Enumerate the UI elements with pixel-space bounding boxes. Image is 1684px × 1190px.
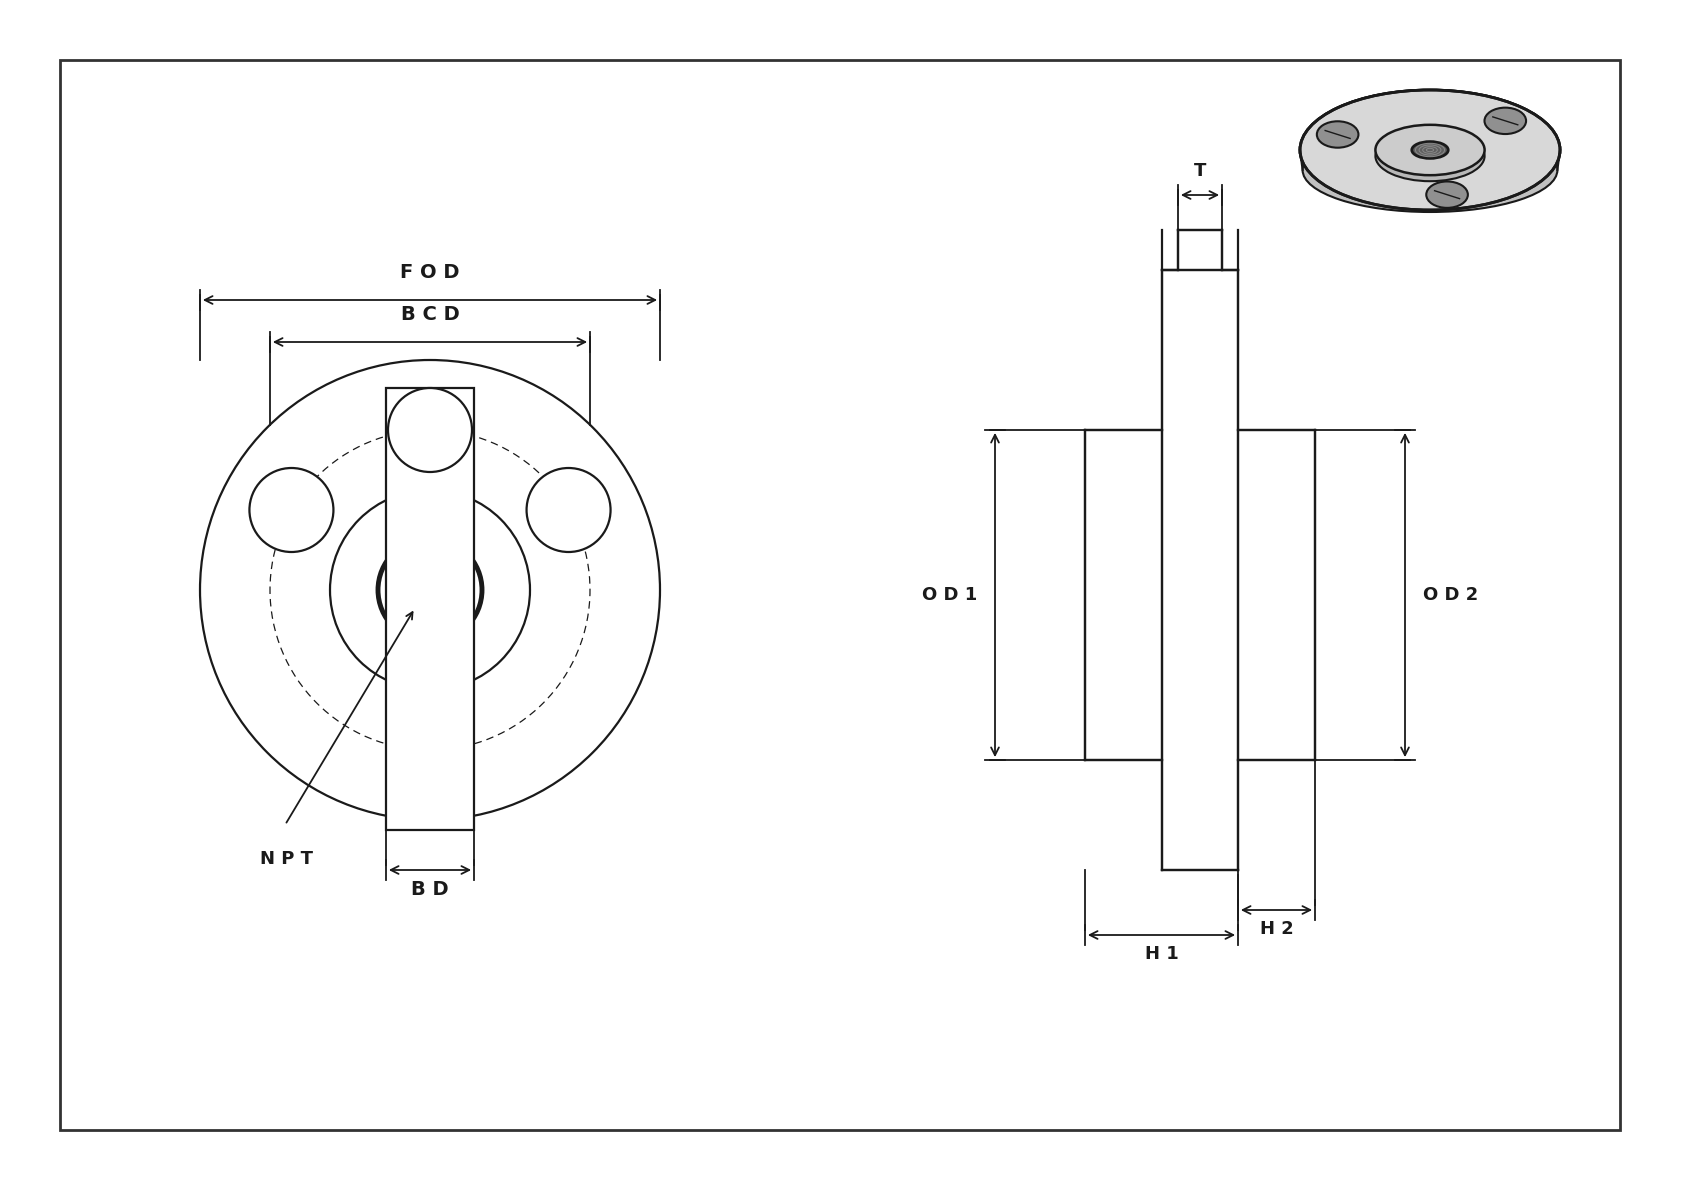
- Text: B D: B D: [411, 879, 450, 898]
- Ellipse shape: [527, 468, 611, 552]
- Text: H 2: H 2: [1260, 920, 1293, 938]
- Ellipse shape: [1376, 125, 1485, 175]
- Ellipse shape: [1411, 142, 1448, 158]
- Ellipse shape: [1303, 129, 1558, 212]
- Ellipse shape: [387, 708, 472, 793]
- Text: H 1: H 1: [1145, 945, 1179, 963]
- Ellipse shape: [1300, 90, 1559, 209]
- Ellipse shape: [1317, 121, 1359, 148]
- Bar: [386, 388, 473, 829]
- Text: F O D: F O D: [401, 263, 460, 282]
- Text: T: T: [1194, 162, 1206, 180]
- Bar: [1162, 270, 1238, 870]
- Ellipse shape: [1300, 90, 1559, 209]
- Text: O D 1: O D 1: [921, 585, 977, 605]
- Ellipse shape: [387, 388, 472, 472]
- Ellipse shape: [1376, 131, 1485, 181]
- Ellipse shape: [1426, 181, 1468, 208]
- Ellipse shape: [1485, 107, 1526, 134]
- Text: N P T: N P T: [259, 850, 313, 868]
- Text: B C D: B C D: [401, 305, 460, 324]
- Ellipse shape: [249, 468, 333, 552]
- Text: O D 2: O D 2: [1423, 585, 1479, 605]
- Bar: [1084, 430, 1315, 760]
- Bar: [61, 60, 1620, 1130]
